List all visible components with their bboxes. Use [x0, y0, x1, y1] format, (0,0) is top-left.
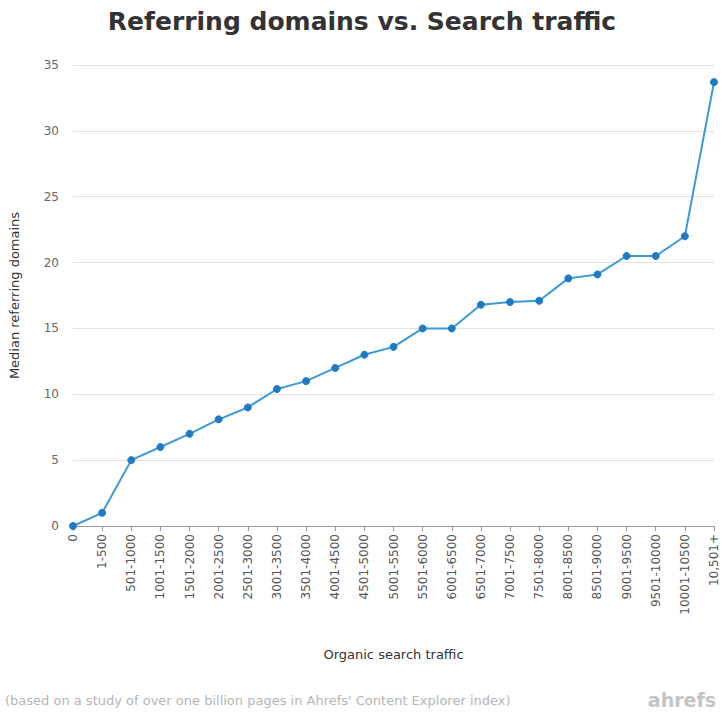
- svg-text:6501-7000: 6501-7000: [474, 534, 488, 599]
- svg-text:3001-3500: 3001-3500: [270, 534, 284, 599]
- svg-text:9501-10000: 9501-10000: [649, 534, 663, 607]
- svg-text:0: 0: [51, 519, 59, 533]
- svg-text:15: 15: [44, 321, 59, 335]
- svg-text:8001-8500: 8001-8500: [561, 534, 575, 599]
- svg-text:10001-10500: 10001-10500: [678, 534, 692, 615]
- svg-text:ahrefs: ahrefs: [648, 689, 716, 711]
- svg-text:35: 35: [44, 58, 59, 72]
- svg-text:5501-6000: 5501-6000: [416, 534, 430, 599]
- svg-text:20: 20: [44, 256, 59, 270]
- svg-text:(based on a study of over one: (based on a study of over one billion pa…: [5, 693, 511, 708]
- svg-text:10,501+: 10,501+: [707, 534, 721, 586]
- svg-text:25: 25: [44, 190, 59, 204]
- svg-text:Organic search traffic: Organic search traffic: [323, 647, 463, 662]
- svg-text:3501-4000: 3501-4000: [299, 534, 313, 599]
- svg-text:2501-3000: 2501-3000: [241, 534, 255, 599]
- svg-text:0: 0: [66, 534, 80, 542]
- svg-text:Median referring domains: Median referring domains: [7, 212, 22, 379]
- svg-text:4501-5000: 4501-5000: [357, 534, 371, 599]
- svg-text:1501-2000: 1501-2000: [183, 534, 197, 599]
- svg-text:30: 30: [44, 124, 59, 138]
- svg-text:9001-9500: 9001-9500: [620, 534, 634, 599]
- svg-text:2001-2500: 2001-2500: [212, 534, 226, 599]
- svg-text:8501-9000: 8501-9000: [590, 534, 604, 599]
- svg-text:7001-7500: 7001-7500: [503, 534, 517, 599]
- svg-text:7501-8000: 7501-8000: [532, 534, 546, 599]
- svg-text:4001-4500: 4001-4500: [328, 534, 342, 599]
- svg-text:6001-6500: 6001-6500: [445, 534, 459, 599]
- svg-text:1001-1500: 1001-1500: [153, 534, 167, 599]
- svg-text:5001-5500: 5001-5500: [387, 534, 401, 599]
- svg-text:1-500: 1-500: [95, 534, 109, 569]
- svg-text:Referring domains vs. Search t: Referring domains vs. Search traffic: [108, 7, 616, 36]
- svg-text:5: 5: [51, 453, 59, 467]
- svg-text:10: 10: [44, 387, 59, 401]
- svg-text:501-1000: 501-1000: [124, 534, 138, 592]
